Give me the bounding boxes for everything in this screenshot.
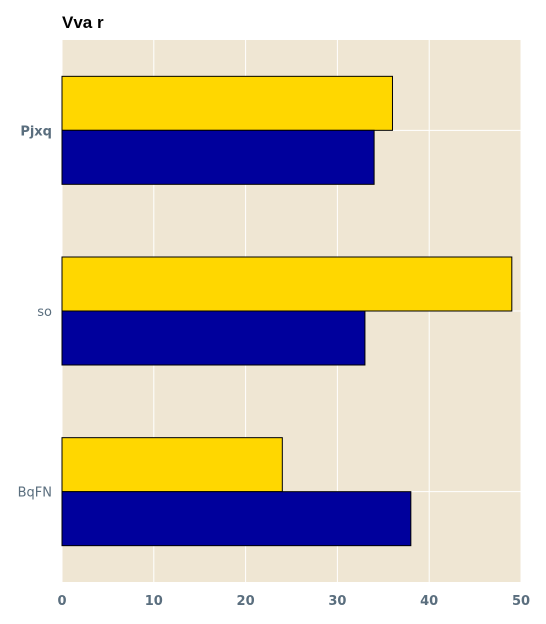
bar-series0-so [61,256,513,312]
y-tick-label-2: BqFN [18,486,52,501]
x-tick-label-1: 10 [145,594,163,609]
x-tick-label-3: 30 [328,594,346,609]
y-axis-ticks: Pjxq so BqFN [18,124,52,500]
bar-series1-BqFN [61,491,412,547]
bar-series0-BqFN [61,437,283,493]
chart-title: Vva r [62,13,104,32]
x-tick-label-5: 50 [512,594,530,609]
x-axis-ticks: 0 10 20 30 40 50 [57,594,530,609]
y-tick-label-1: so [37,305,52,320]
x-tick-label-2: 20 [237,594,255,609]
y-tick-label-0: Pjxq [20,124,52,139]
bar-series1-Pjxq [61,129,375,185]
bars [61,75,513,547]
bar-series1-so [61,310,366,366]
bar-series0-Pjxq [61,75,393,131]
x-tick-label-4: 40 [420,594,438,609]
x-tick-label-0: 0 [57,594,66,609]
